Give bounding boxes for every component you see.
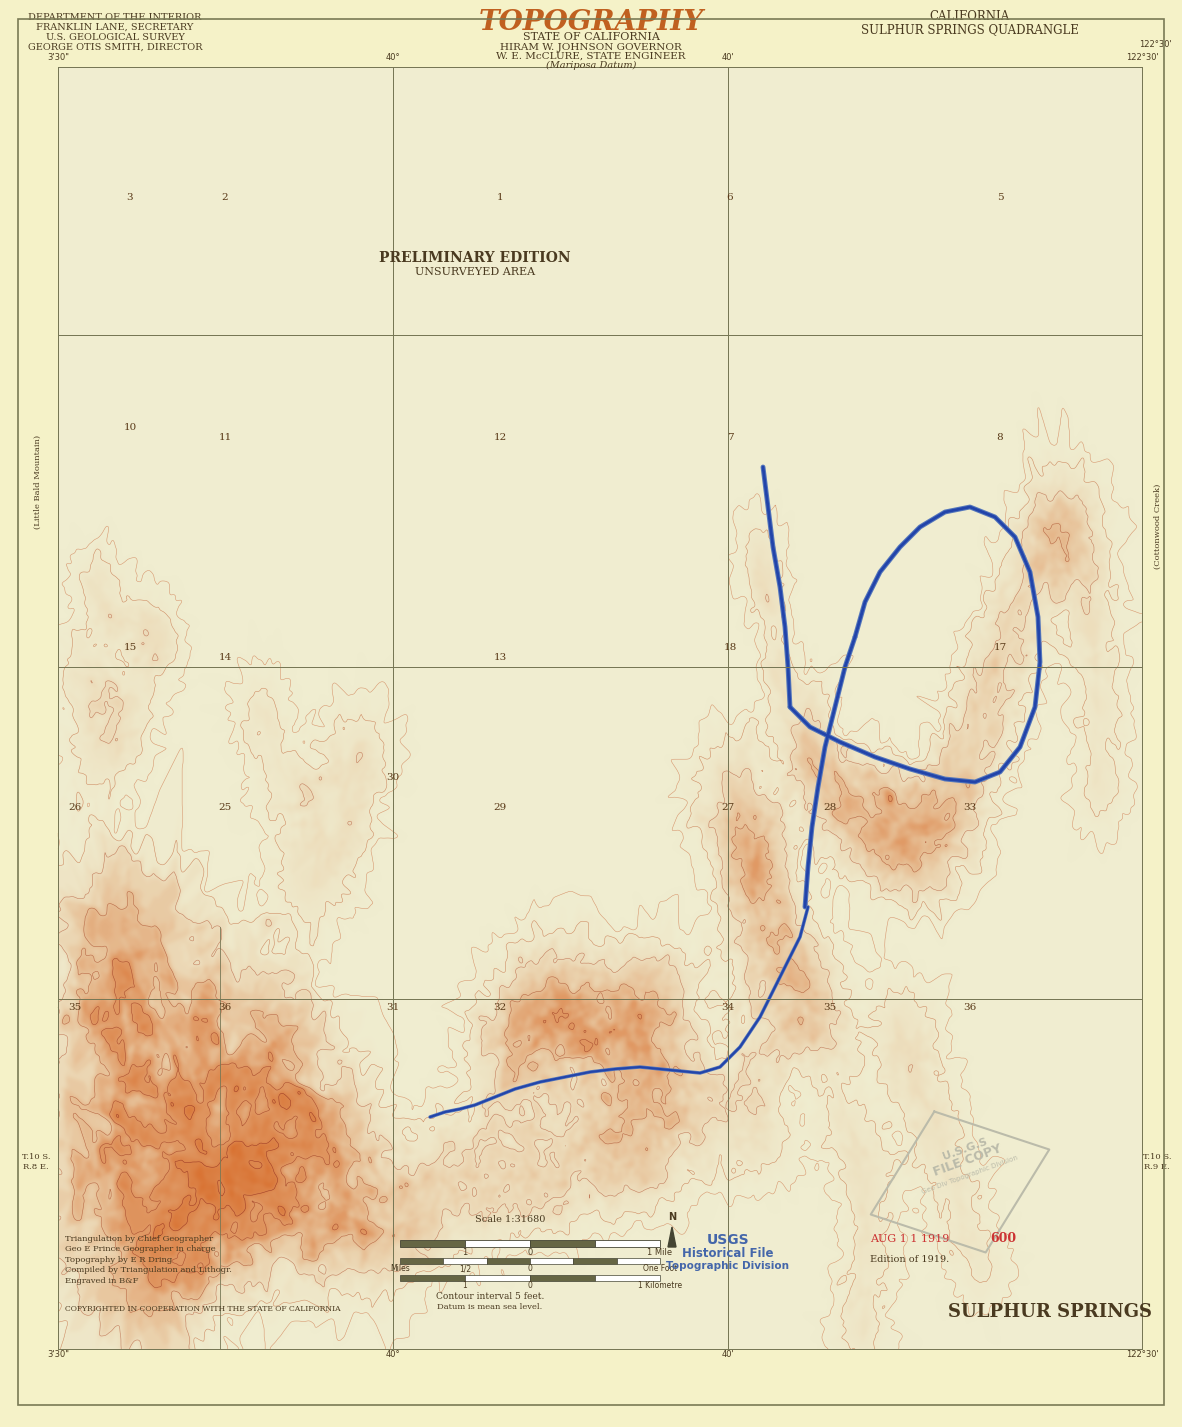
Text: Scale 1:31680: Scale 1:31680	[475, 1214, 545, 1224]
Text: 28: 28	[824, 802, 837, 812]
Text: DEPARTMENT OF THE INTERIOR: DEPARTMENT OF THE INTERIOR	[28, 13, 202, 21]
Text: 1: 1	[462, 1249, 468, 1257]
Text: 40': 40'	[722, 53, 734, 61]
Text: 1: 1	[496, 193, 504, 201]
Bar	[595, 1274, 660, 1281]
Text: (Cottonwood Creek): (Cottonwood Creek)	[1154, 484, 1162, 569]
Text: 30: 30	[387, 772, 400, 782]
Text: USGS: USGS	[707, 1233, 749, 1247]
Text: 36: 36	[963, 1003, 976, 1012]
Text: 35: 35	[824, 1003, 837, 1012]
Text: 3: 3	[126, 193, 134, 201]
Polygon shape	[668, 1227, 676, 1247]
Bar	[573, 1259, 617, 1264]
Bar	[487, 1259, 530, 1264]
Text: 26: 26	[69, 802, 82, 812]
Text: TOPOGRAPHY: TOPOGRAPHY	[479, 9, 703, 36]
Bar	[595, 1240, 660, 1247]
Text: 40°: 40°	[385, 53, 401, 61]
Bar	[465, 1240, 530, 1247]
Bar	[617, 1259, 660, 1264]
Text: One Foot: One Foot	[643, 1264, 677, 1273]
Text: Topographic Division: Topographic Division	[667, 1261, 790, 1271]
Text: Miles: Miles	[390, 1264, 410, 1273]
Text: 5: 5	[996, 193, 1004, 201]
Text: 12: 12	[493, 432, 507, 441]
Text: N: N	[668, 1212, 676, 1222]
Bar	[465, 1274, 530, 1281]
Text: 122°30': 122°30'	[1125, 53, 1158, 61]
Text: SULPHUR SPRINGS: SULPHUR SPRINGS	[948, 1303, 1152, 1321]
Text: U.S.G.S: U.S.G.S	[941, 1136, 988, 1162]
Bar	[400, 1274, 465, 1281]
Text: 122°30': 122°30'	[1125, 1350, 1158, 1359]
Text: 10: 10	[123, 422, 137, 431]
Bar	[530, 1274, 595, 1281]
Text: 1 Kilometre: 1 Kilometre	[638, 1281, 682, 1290]
Text: 36: 36	[219, 1003, 232, 1012]
Text: 6: 6	[727, 193, 733, 201]
Text: Historical File: Historical File	[682, 1247, 774, 1260]
Text: R.9 E.: R.9 E.	[1144, 1163, 1170, 1172]
Text: (Mariposa Datum): (Mariposa Datum)	[546, 60, 636, 70]
Text: 27: 27	[721, 802, 735, 812]
Text: 13: 13	[493, 652, 507, 662]
Text: GEORGE OTIS SMITH, DIRECTOR: GEORGE OTIS SMITH, DIRECTOR	[27, 43, 202, 51]
Text: U.S. GEOLOGICAL SURVEY: U.S. GEOLOGICAL SURVEY	[46, 33, 184, 41]
Text: 2: 2	[222, 193, 228, 201]
Text: 33: 33	[963, 802, 976, 812]
Text: CALIFORNIA: CALIFORNIA	[930, 10, 1011, 23]
Bar	[58, 67, 1142, 1349]
Text: AUG 1 1 1919: AUG 1 1 1919	[870, 1234, 949, 1244]
Text: UNSURVEYED AREA: UNSURVEYED AREA	[415, 267, 535, 277]
Text: 35: 35	[69, 1003, 82, 1012]
Text: 17: 17	[993, 642, 1007, 652]
Text: T.10 S.: T.10 S.	[1143, 1153, 1171, 1162]
Text: T.10 S.: T.10 S.	[21, 1153, 51, 1162]
Text: 34: 34	[721, 1003, 735, 1012]
Text: PRELIMINARY EDITION: PRELIMINARY EDITION	[379, 251, 571, 265]
Text: 25: 25	[219, 802, 232, 812]
Text: W. E. McCLURE, STATE ENGINEER: W. E. McCLURE, STATE ENGINEER	[496, 51, 686, 60]
Text: 3'30": 3'30"	[47, 53, 69, 61]
Text: 0: 0	[527, 1264, 532, 1273]
Text: 40': 40'	[722, 1350, 734, 1359]
Text: 8: 8	[996, 432, 1004, 441]
Text: 31: 31	[387, 1003, 400, 1012]
Text: 7: 7	[727, 432, 733, 441]
Bar	[400, 1259, 443, 1264]
Text: 14: 14	[219, 652, 232, 662]
Text: Contour interval 5 feet.: Contour interval 5 feet.	[436, 1291, 544, 1301]
Text: FILE COPY: FILE COPY	[933, 1142, 1004, 1179]
Text: Edition of 1919.: Edition of 1919.	[870, 1254, 949, 1264]
Text: 1/2: 1/2	[459, 1264, 472, 1273]
Text: 600: 600	[991, 1232, 1017, 1244]
Text: Triangulation by Chief Geographer
Geo E Prince Geographer in charge
Topography b: Triangulation by Chief Geographer Geo E …	[65, 1234, 232, 1284]
Text: HIRAM W. JOHNSON GOVERNOR: HIRAM W. JOHNSON GOVERNOR	[500, 43, 682, 51]
Text: 32: 32	[493, 1003, 507, 1012]
Text: 15: 15	[123, 642, 137, 652]
Bar	[400, 1240, 465, 1247]
Text: FRANKLIN LANE, SECRETARY: FRANKLIN LANE, SECRETARY	[37, 23, 194, 31]
Text: 1: 1	[462, 1281, 467, 1290]
Text: 0: 0	[527, 1249, 533, 1257]
Text: 0: 0	[527, 1281, 532, 1290]
Text: (Little Bald Mountain): (Little Bald Mountain)	[34, 435, 43, 529]
Text: 11: 11	[219, 432, 232, 441]
Bar	[443, 1259, 487, 1264]
Text: 29: 29	[493, 802, 507, 812]
Text: 122°30': 122°30'	[1138, 40, 1171, 49]
Text: SULPHUR SPRINGS QUADRANGLE: SULPHUR SPRINGS QUADRANGLE	[860, 23, 1079, 36]
Bar	[530, 1259, 573, 1264]
Text: 1 Mile: 1 Mile	[648, 1249, 673, 1257]
Text: R.8 E.: R.8 E.	[24, 1163, 48, 1172]
Bar	[530, 1240, 595, 1247]
Text: 40°: 40°	[385, 1350, 401, 1359]
Text: Geo Div Topographic Division: Geo Div Topographic Division	[921, 1154, 1019, 1194]
Text: 3'30": 3'30"	[47, 1350, 69, 1359]
Text: STATE OF CALIFORNIA: STATE OF CALIFORNIA	[522, 31, 660, 41]
Text: Datum is mean sea level.: Datum is mean sea level.	[437, 1303, 543, 1311]
Text: COPYRIGHTED IN COOPERATION WITH THE STATE OF CALIFORNIA: COPYRIGHTED IN COOPERATION WITH THE STAT…	[65, 1306, 340, 1313]
Text: 18: 18	[723, 642, 736, 652]
